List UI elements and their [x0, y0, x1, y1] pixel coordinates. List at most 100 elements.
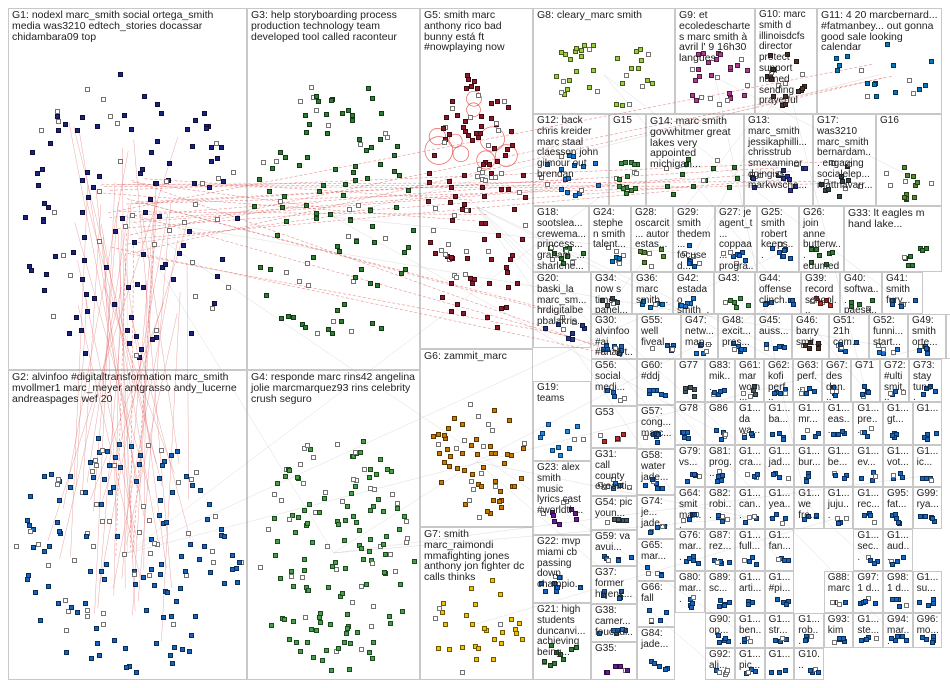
graph-node	[388, 621, 394, 627]
graph-node	[281, 616, 287, 622]
graph-node	[548, 662, 554, 668]
graph-node	[159, 110, 165, 116]
graph-node	[83, 350, 89, 356]
graph-node	[388, 551, 394, 557]
graph-node	[617, 261, 623, 267]
graph-node	[781, 436, 787, 442]
graph-node	[901, 555, 907, 560]
graph-node	[619, 161, 625, 167]
group-cell-g84: G84: jade...	[637, 627, 675, 680]
graph-node	[763, 301, 768, 307]
graph-node	[864, 433, 870, 439]
group-cell-g45: G45: auss...	[755, 314, 792, 359]
graph-node	[777, 431, 783, 437]
group-cell-g1s: G1... rec...	[853, 487, 883, 529]
graph-node	[364, 582, 370, 588]
graph-node	[190, 482, 196, 488]
group-label: G82: robi...	[709, 488, 734, 521]
graph-node	[351, 476, 356, 482]
graph-node	[450, 217, 456, 223]
graph-node	[634, 170, 640, 176]
graph-node	[310, 539, 316, 545]
graph-node	[197, 557, 203, 563]
graph-node	[628, 66, 634, 72]
graph-node	[393, 568, 399, 574]
graph-node	[726, 600, 732, 605]
graph-node	[481, 464, 486, 470]
group-label: G1... ste...	[857, 614, 882, 636]
graph-node	[656, 663, 662, 669]
graph-node	[215, 216, 221, 222]
group-label: G17: was3210 marc_smith bernardam... eng…	[817, 115, 873, 191]
group-cell-g1g: G1...	[912, 402, 943, 445]
graph-node	[717, 102, 723, 108]
graph-node	[41, 200, 47, 206]
group-cell-g4: G4: responde marc rins42 angelina jolie …	[247, 370, 420, 680]
group-label: G22: mvp miami cb passing down champio..…	[537, 536, 584, 591]
graph-node	[726, 559, 732, 565]
graph-node	[431, 434, 437, 440]
group-cell-g64: G64: smit mar...	[675, 487, 705, 529]
graph-node	[362, 467, 368, 473]
graph-node	[200, 181, 206, 187]
graph-node	[343, 566, 349, 572]
graph-node	[848, 300, 854, 306]
group-label: G89: sc...	[709, 572, 734, 594]
group-label: G6: zammit_marc	[424, 350, 507, 362]
group-cell-g13: G13: marc_smith jessikaphilli... chrisst…	[744, 114, 813, 206]
graph-node	[512, 206, 518, 212]
graph-node	[511, 483, 517, 489]
graph-node	[341, 538, 347, 544]
group-cell-g94: G94: mar...	[883, 613, 913, 648]
graph-node	[111, 302, 117, 308]
graph-node	[479, 471, 484, 477]
graph-node	[490, 657, 496, 663]
group-cell-g1l: G1... ev...	[853, 445, 883, 487]
group-label: G1... arti...	[739, 572, 764, 594]
graph-node	[858, 638, 864, 644]
graph-node	[924, 437, 930, 443]
graph-node	[371, 503, 377, 509]
group-label: G3: help storyboarding process productio…	[251, 9, 400, 43]
group-cell-g57: G57: cong... marc...	[637, 405, 675, 449]
graph-node	[479, 169, 485, 175]
graph-node	[301, 567, 307, 573]
graph-node	[470, 622, 476, 628]
graph-node	[192, 293, 198, 299]
graph-node	[358, 646, 364, 652]
graph-node	[831, 432, 837, 438]
graph-node	[513, 630, 519, 636]
graph-node	[369, 95, 375, 101]
graph-node	[305, 587, 311, 593]
graph-node	[302, 113, 308, 119]
graph-node	[753, 392, 759, 397]
graph-node	[169, 452, 175, 458]
graph-node	[280, 205, 286, 211]
graph-node	[368, 144, 374, 150]
graph-node	[545, 181, 551, 187]
group-label: G1... mr...	[798, 403, 823, 425]
group-cell-g1p: G1... yea...	[764, 487, 795, 529]
graph-node	[370, 561, 376, 567]
graph-node	[741, 636, 747, 642]
graph-node	[186, 648, 192, 654]
group-cell-g23: G23: alex smith music lyrics cast #world…	[533, 461, 591, 535]
graph-node	[129, 314, 135, 320]
group-cell-g92: G92: ali...	[705, 648, 735, 680]
graph-node	[716, 633, 722, 639]
graph-node	[205, 516, 211, 522]
group-label: G46: barry smit...	[796, 315, 823, 348]
graph-node	[138, 170, 144, 176]
graph-node	[345, 611, 351, 617]
graph-node	[14, 544, 20, 549]
graph-node	[629, 555, 634, 560]
graph-node	[28, 494, 34, 500]
group-cell-g2: G2: alvinfoo #digitaltransformation marc…	[8, 370, 247, 680]
graph-node	[658, 573, 664, 579]
graph-node	[471, 277, 477, 283]
graph-node	[136, 461, 142, 467]
graph-node	[222, 534, 228, 539]
graph-node	[816, 431, 822, 437]
graph-node	[325, 130, 331, 136]
graph-node	[455, 466, 461, 472]
